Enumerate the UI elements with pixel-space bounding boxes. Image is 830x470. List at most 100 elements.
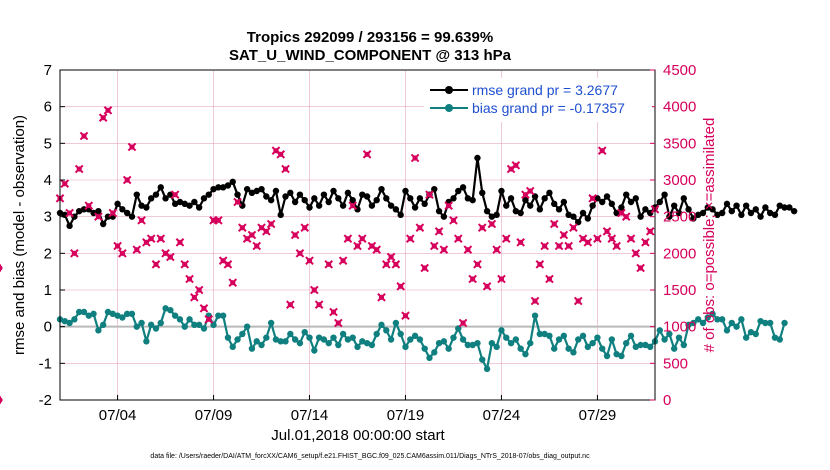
- bias-point-113: [599, 345, 606, 352]
- bias-point-52: [306, 334, 313, 341]
- rmse-point-114: [603, 193, 611, 200]
- rmse-point-96: [517, 209, 524, 217]
- bias-point-26: [181, 323, 188, 330]
- rmse-point-45: [272, 187, 280, 195]
- bias-point-151: [781, 319, 788, 327]
- obs-count-point-104: [564, 241, 573, 251]
- bias-point-16: [133, 323, 140, 330]
- rmse-point-61: [349, 196, 356, 204]
- bias-point-35: [224, 334, 232, 341]
- x-axis-label: Jul.01,2018 00:00:00 start: [271, 427, 445, 444]
- bias-point-84: [459, 336, 467, 343]
- bias-point-19: [147, 321, 155, 329]
- obs-count-point-32: [214, 216, 223, 225]
- obs-count-point-37: [238, 223, 247, 232]
- rmse-point-32: [210, 185, 217, 193]
- x-tick-label-0: 07/04: [99, 407, 137, 424]
- obs-count-point-12: [118, 249, 127, 258]
- obs-count-point-119: [636, 263, 645, 273]
- rmse-point-117: [618, 204, 625, 211]
- rmse-point-80: [440, 213, 448, 220]
- rmse-point-127: [666, 213, 673, 220]
- bias-point-4: [75, 308, 83, 316]
- rmse-point-106: [565, 211, 572, 219]
- obs-count-point-29: [199, 304, 209, 313]
- obs-count-point-69: [396, 282, 405, 291]
- bias-point-54: [315, 334, 323, 341]
- bias-point-115: [608, 336, 616, 343]
- obs-count-point-78: [439, 245, 449, 254]
- rmse-point-151: [781, 204, 788, 211]
- bias-point-53: [311, 347, 318, 354]
- bias-point-76: [421, 345, 428, 352]
- rmse-point-92: [498, 187, 505, 195]
- rmse-point-116: [613, 209, 620, 217]
- rmse-point-129: [675, 209, 683, 217]
- rmse-point-40: [248, 189, 256, 197]
- bias-point-62: [354, 343, 361, 351]
- bias-point-98: [527, 339, 534, 347]
- rmse-point-35: [224, 182, 232, 189]
- rmse-point-142: [738, 211, 745, 219]
- rmse-point-139: [723, 200, 731, 208]
- obs-count-point-35: [228, 278, 238, 287]
- obs-count-point-51: [305, 256, 314, 265]
- obs-count-point-124: [0, 396, 3, 404]
- bias-point-56: [325, 339, 332, 347]
- bias-point-7: [90, 310, 97, 318]
- obs-count-point-91: [501, 234, 511, 243]
- bias-point-129: [675, 334, 683, 341]
- rmse-point-102: [546, 189, 553, 197]
- bias-point-130: [680, 341, 687, 349]
- rmse-point-109: [579, 209, 587, 217]
- bias-point-80: [440, 338, 448, 345]
- y-right-tick-label-2: 1000: [663, 319, 696, 336]
- obs-count-point-123: [0, 264, 3, 272]
- rmse-point-29: [195, 204, 203, 211]
- rmse-point-46: [277, 211, 284, 219]
- y-tick-label-9: 7: [44, 62, 52, 79]
- obs-count-point-84: [468, 274, 477, 284]
- bias-point-126: [661, 336, 668, 343]
- obs-count-point-103: [559, 230, 569, 240]
- obs-count-point-99: [540, 241, 549, 251]
- bias-point-69: [387, 336, 395, 343]
- rmse-point-147: [762, 204, 769, 211]
- bias-point-33: [215, 312, 222, 319]
- y-tick-label-2: 0: [44, 319, 52, 336]
- bias-point-110: [584, 343, 592, 351]
- rmse-point-54: [315, 202, 323, 209]
- rmse-point-118: [623, 191, 630, 198]
- obs-count-point-2: [65, 208, 74, 218]
- rmse-point-44: [267, 196, 275, 204]
- rmse-point-67: [378, 185, 385, 193]
- bias-point-134: [699, 319, 707, 327]
- rmse-point-26: [181, 200, 188, 208]
- obs-count-point-98: [535, 260, 545, 269]
- rmse-point-98: [527, 202, 534, 209]
- obs-count-point-42: [262, 227, 271, 236]
- bias-point-41: [253, 338, 260, 345]
- rmse-point-63: [359, 191, 366, 198]
- obs-count-point-39: [247, 230, 257, 240]
- obs-count-point-48: [290, 230, 300, 240]
- obs-count-point-55: [329, 307, 338, 317]
- y-axis-ticks: -2 -1 0 1 2 3 4 5 6 7: [39, 62, 65, 409]
- rmse-point-88: [479, 189, 486, 197]
- bias-point-24: [171, 312, 179, 319]
- bias-point-140: [728, 319, 735, 327]
- obs-count-point-27: [190, 293, 199, 302]
- y-tick-label-1: -1: [39, 355, 52, 372]
- obs-count-point-71: [405, 234, 415, 243]
- y-tick-label-6: 4: [44, 172, 52, 189]
- bias-point-150: [776, 336, 783, 343]
- bias-point-66: [373, 330, 380, 338]
- obs-count-point-9: [103, 106, 113, 115]
- rmse-point-133: [694, 211, 702, 219]
- obs-count-point-14: [127, 142, 137, 152]
- obs-count-point-5: [79, 131, 89, 141]
- bias-point-142: [738, 316, 745, 323]
- bias-point-38: [239, 330, 246, 338]
- rmse-point-103: [551, 200, 558, 208]
